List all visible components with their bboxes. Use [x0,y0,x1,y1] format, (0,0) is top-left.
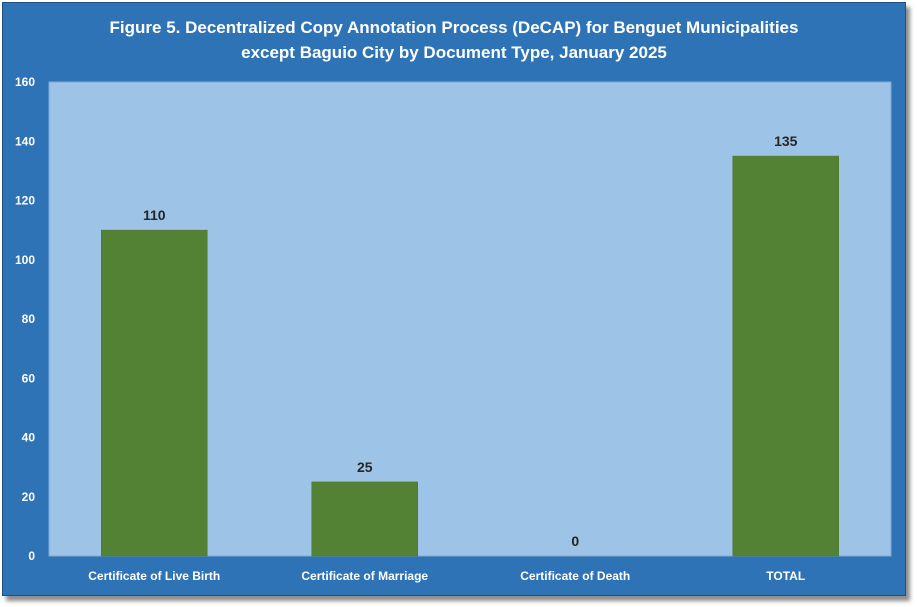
chart-subtitle: except Baguio City by Document Type, Jan… [241,43,667,62]
data-label: 135 [774,133,798,149]
chart-title: Figure 5. Decentralized Copy Annotation … [109,18,799,37]
y-tick-label: 0 [28,549,35,563]
x-tick-label: Certificate of Death [520,569,630,583]
x-tick-label: Certificate of Live Birth [88,569,220,583]
x-tick-label: Certificate of Marriage [301,569,428,583]
data-label: 0 [571,533,579,549]
bar-chart: 0 20 40 60 80 100 120 140 160 110 Certificate of L… [15,75,892,583]
y-tick-label: 120 [15,194,35,208]
chart-frame: Figure 5. Decentralized Copy Annotation … [2,2,906,596]
y-tick-label: 60 [22,371,36,385]
bar [101,229,208,557]
x-tick-label: TOTAL [766,569,805,583]
y-tick-label: 160 [15,75,35,89]
bar [311,481,418,557]
y-tick-label: 100 [15,253,35,267]
chart-title-block: Figure 5. Decentralized Copy Annotation … [3,15,905,65]
y-tick-label: 20 [22,490,36,504]
y-tick-label: 40 [22,431,36,445]
bar [732,155,839,557]
data-label: 25 [357,459,373,475]
y-tick-label: 140 [15,134,35,148]
y-tick-label: 80 [22,312,36,326]
data-label: 110 [143,207,166,223]
